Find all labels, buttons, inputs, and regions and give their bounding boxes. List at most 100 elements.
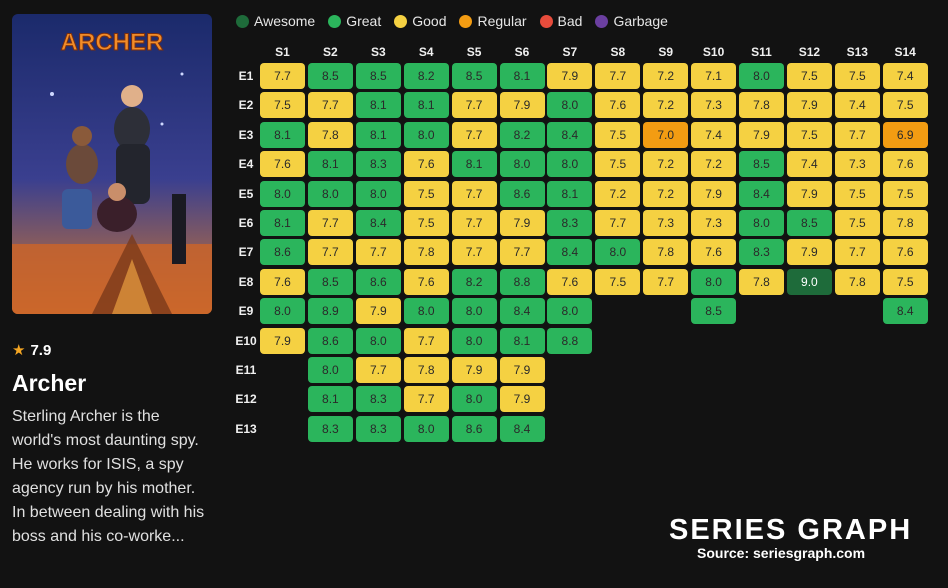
- episode-rating-cell[interactable]: 8.6: [260, 239, 305, 266]
- episode-rating-cell[interactable]: 7.1: [691, 63, 737, 89]
- episode-rating-cell[interactable]: 7.9: [547, 63, 593, 89]
- episode-rating-cell[interactable]: 7.7: [451, 239, 497, 266]
- episode-rating-cell[interactable]: 7.9: [786, 92, 832, 119]
- episode-rating-cell[interactable]: 7.5: [834, 63, 880, 89]
- episode-rating-cell[interactable]: 7.8: [834, 268, 880, 295]
- episode-rating-cell[interactable]: 7.9: [499, 92, 545, 119]
- episode-rating-cell[interactable]: 7.6: [547, 268, 593, 295]
- episode-rating-cell[interactable]: 7.7: [834, 121, 880, 148]
- episode-rating-cell[interactable]: 8.6: [355, 268, 401, 295]
- episode-rating-cell[interactable]: 8.1: [307, 386, 353, 413]
- episode-rating-cell[interactable]: 8.0: [403, 298, 449, 325]
- episode-rating-cell[interactable]: 7.7: [403, 386, 449, 413]
- episode-rating-cell[interactable]: 8.1: [547, 180, 593, 207]
- episode-rating-cell[interactable]: 8.0: [403, 415, 449, 442]
- episode-rating-cell[interactable]: 7.5: [403, 210, 449, 236]
- episode-rating-cell[interactable]: 7.7: [643, 268, 689, 295]
- episode-rating-cell[interactable]: 8.4: [547, 239, 593, 266]
- episode-rating-cell[interactable]: 7.8: [403, 239, 449, 266]
- episode-rating-cell[interactable]: 7.8: [739, 92, 784, 119]
- episode-rating-cell[interactable]: 7.6: [882, 151, 928, 178]
- episode-rating-cell[interactable]: 7.7: [355, 239, 401, 266]
- episode-rating-cell[interactable]: 7.5: [882, 268, 928, 295]
- episode-rating-cell[interactable]: 8.0: [403, 121, 449, 148]
- episode-rating-cell[interactable]: 8.3: [355, 415, 401, 442]
- episode-rating-cell[interactable]: 8.1: [260, 210, 305, 236]
- episode-rating-cell[interactable]: 8.4: [499, 415, 545, 442]
- episode-rating-cell[interactable]: 7.9: [739, 121, 784, 148]
- episode-rating-cell[interactable]: 7.8: [882, 210, 928, 236]
- episode-rating-cell[interactable]: 8.1: [451, 151, 497, 178]
- episode-rating-cell[interactable]: 8.8: [499, 268, 545, 295]
- episode-rating-cell[interactable]: 8.1: [355, 121, 401, 148]
- episode-rating-cell[interactable]: 7.9: [499, 357, 545, 383]
- episode-rating-cell[interactable]: 8.3: [739, 239, 784, 266]
- episode-rating-cell[interactable]: 7.9: [451, 357, 497, 383]
- episode-rating-cell[interactable]: 8.5: [786, 210, 832, 236]
- episode-rating-cell[interactable]: 8.4: [355, 210, 401, 236]
- episode-rating-cell[interactable]: 8.1: [260, 121, 305, 148]
- episode-rating-cell[interactable]: 8.0: [547, 298, 593, 325]
- episode-rating-cell[interactable]: 8.5: [739, 151, 784, 178]
- episode-rating-cell[interactable]: 7.6: [691, 239, 737, 266]
- episode-rating-cell[interactable]: 7.7: [451, 210, 497, 236]
- episode-rating-cell[interactable]: 7.8: [739, 268, 784, 295]
- episode-rating-cell[interactable]: 8.4: [739, 180, 784, 207]
- episode-rating-cell[interactable]: 7.7: [595, 63, 641, 89]
- episode-rating-cell[interactable]: 7.7: [451, 121, 497, 148]
- episode-rating-cell[interactable]: 7.5: [403, 180, 449, 207]
- episode-rating-cell[interactable]: 8.9: [307, 298, 353, 325]
- episode-rating-cell[interactable]: 7.7: [307, 92, 353, 119]
- episode-rating-cell[interactable]: 8.0: [260, 298, 305, 325]
- episode-rating-cell[interactable]: 8.0: [499, 151, 545, 178]
- episode-rating-cell[interactable]: 8.2: [451, 268, 497, 295]
- episode-rating-cell[interactable]: 7.4: [786, 151, 832, 178]
- episode-rating-cell[interactable]: 7.4: [882, 63, 928, 89]
- episode-rating-cell[interactable]: 8.8: [547, 327, 593, 354]
- episode-rating-cell[interactable]: 8.0: [739, 210, 784, 236]
- episode-rating-cell[interactable]: 8.5: [355, 63, 401, 89]
- episode-rating-cell[interactable]: 7.7: [355, 357, 401, 383]
- episode-rating-cell[interactable]: 8.5: [451, 63, 497, 89]
- episode-rating-cell[interactable]: 7.8: [643, 239, 689, 266]
- episode-rating-cell[interactable]: 8.2: [499, 121, 545, 148]
- episode-rating-cell[interactable]: 8.1: [499, 327, 545, 354]
- episode-rating-cell[interactable]: 7.5: [595, 268, 641, 295]
- episode-rating-cell[interactable]: 7.7: [499, 239, 545, 266]
- episode-rating-cell[interactable]: 8.1: [355, 92, 401, 119]
- episode-rating-cell[interactable]: 7.4: [834, 92, 880, 119]
- episode-rating-cell[interactable]: 7.4: [691, 121, 737, 148]
- episode-rating-cell[interactable]: 7.9: [691, 180, 737, 207]
- episode-rating-cell[interactable]: 7.8: [403, 357, 449, 383]
- episode-rating-cell[interactable]: 8.0: [739, 63, 784, 89]
- episode-rating-cell[interactable]: 7.7: [403, 327, 449, 354]
- episode-rating-cell[interactable]: 7.5: [260, 92, 305, 119]
- episode-rating-cell[interactable]: 7.9: [786, 239, 832, 266]
- episode-rating-cell[interactable]: 8.0: [451, 327, 497, 354]
- episode-rating-cell[interactable]: 8.3: [307, 415, 353, 442]
- episode-rating-cell[interactable]: 7.9: [786, 180, 832, 207]
- episode-rating-cell[interactable]: 8.5: [307, 268, 353, 295]
- episode-rating-cell[interactable]: 8.4: [882, 298, 928, 325]
- episode-rating-cell[interactable]: 8.1: [403, 92, 449, 119]
- episode-rating-cell[interactable]: 7.9: [499, 210, 545, 236]
- episode-rating-cell[interactable]: 7.9: [355, 298, 401, 325]
- episode-rating-cell[interactable]: 8.0: [451, 386, 497, 413]
- episode-rating-cell[interactable]: 7.7: [307, 210, 353, 236]
- episode-rating-cell[interactable]: 7.3: [691, 92, 737, 119]
- episode-rating-cell[interactable]: 8.5: [691, 298, 737, 325]
- episode-rating-cell[interactable]: 7.3: [643, 210, 689, 236]
- episode-rating-cell[interactable]: 8.6: [307, 327, 353, 354]
- episode-rating-cell[interactable]: 8.0: [547, 151, 593, 178]
- episode-rating-cell[interactable]: 8.0: [547, 92, 593, 119]
- episode-rating-cell[interactable]: 8.6: [451, 415, 497, 442]
- episode-rating-cell[interactable]: 9.0: [786, 268, 832, 295]
- episode-rating-cell[interactable]: 7.2: [643, 92, 689, 119]
- episode-rating-cell[interactable]: 8.1: [307, 151, 353, 178]
- episode-rating-cell[interactable]: 7.5: [786, 63, 832, 89]
- episode-rating-cell[interactable]: 7.6: [882, 239, 928, 266]
- episode-rating-cell[interactable]: 7.2: [643, 63, 689, 89]
- episode-rating-cell[interactable]: 8.3: [547, 210, 593, 236]
- episode-rating-cell[interactable]: 7.5: [882, 92, 928, 119]
- episode-rating-cell[interactable]: 8.0: [451, 298, 497, 325]
